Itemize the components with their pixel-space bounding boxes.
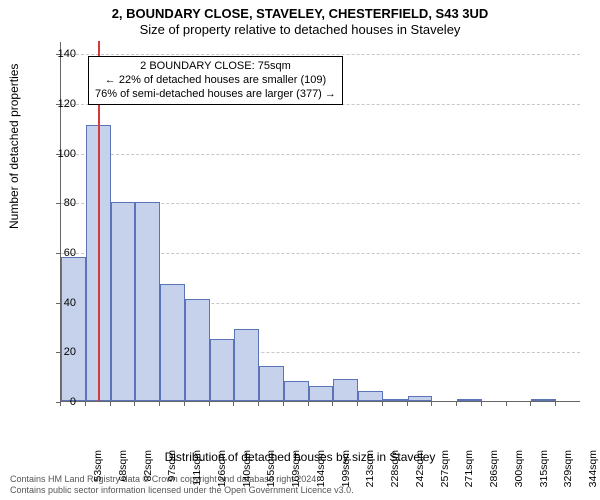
x-tick-mark: [431, 402, 432, 406]
footer-line-1: Contains HM Land Registry data © Crown c…: [10, 474, 354, 485]
annotation-line-3: 76% of semi-detached houses are larger (…: [95, 88, 336, 102]
x-tick-label: 329sqm: [562, 450, 574, 490]
x-tick-mark: [382, 402, 383, 406]
y-tick-label: 20: [46, 346, 76, 358]
x-tick-label: 140sqm: [241, 450, 253, 490]
y-tick-mark: [56, 54, 60, 55]
x-tick-label: 213sqm: [364, 450, 376, 490]
x-tick-mark: [85, 402, 86, 406]
x-tick-mark: [60, 402, 61, 406]
x-tick-label: 315sqm: [538, 450, 550, 490]
x-tick-mark: [159, 402, 160, 406]
annotation-line-2: ← 22% of detached houses are smaller (10…: [95, 74, 336, 88]
x-tick-mark: [555, 402, 556, 406]
histogram-bar: [383, 399, 408, 401]
x-tick-mark: [481, 402, 482, 406]
y-tick-label: 80: [46, 197, 76, 209]
y-tick-mark: [56, 303, 60, 304]
x-tick-label: 271sqm: [463, 450, 475, 490]
y-tick-mark: [56, 352, 60, 353]
chart-title: 2, BOUNDARY CLOSE, STAVELEY, CHESTERFIEL…: [0, 6, 600, 21]
y-tick-label: 100: [46, 148, 76, 160]
histogram-bar: [333, 379, 358, 401]
x-tick-mark: [233, 402, 234, 406]
y-tick-mark: [56, 203, 60, 204]
x-tick-mark: [506, 402, 507, 406]
x-tick-mark: [357, 402, 358, 406]
x-tick-mark: [456, 402, 457, 406]
annotation-line-1: 2 BOUNDARY CLOSE: 75sqm: [95, 60, 336, 74]
annotation-box: 2 BOUNDARY CLOSE: 75sqm ← 22% of detache…: [88, 56, 343, 105]
x-tick-mark: [258, 402, 259, 406]
x-tick-label: 184sqm: [315, 450, 327, 490]
x-tick-label: 68sqm: [117, 450, 129, 490]
histogram-bar: [135, 202, 160, 401]
gridline: [61, 154, 580, 155]
histogram-bar: [111, 202, 136, 401]
x-tick-mark: [308, 402, 309, 406]
y-tick-label: 120: [46, 98, 76, 110]
histogram-bar: [309, 386, 334, 401]
y-tick-mark: [56, 104, 60, 105]
histogram-bar: [210, 339, 235, 401]
x-tick-label: 286sqm: [488, 450, 500, 490]
histogram-bar: [160, 284, 185, 401]
x-tick-label: 300sqm: [513, 450, 525, 490]
x-tick-label: 242sqm: [414, 450, 426, 490]
histogram-bar: [358, 391, 383, 401]
x-tick-label: 97sqm: [166, 450, 178, 490]
x-tick-label: 126sqm: [216, 450, 228, 490]
x-tick-label: 169sqm: [290, 450, 302, 490]
x-tick-label: 155sqm: [265, 450, 277, 490]
histogram-bar: [408, 396, 433, 401]
chart-subtitle: Size of property relative to detached ho…: [0, 22, 600, 37]
x-tick-label: 228sqm: [389, 450, 401, 490]
y-tick-label: 140: [46, 48, 76, 60]
x-tick-label: 111sqm: [191, 450, 203, 490]
y-tick-label: 60: [46, 247, 76, 259]
histogram-bar: [457, 399, 482, 401]
y-tick-mark: [56, 253, 60, 254]
y-axis-label: Number of detached properties: [7, 64, 21, 229]
x-tick-mark: [184, 402, 185, 406]
histogram-bar: [234, 329, 259, 401]
histogram-bar: [185, 299, 210, 401]
histogram-bar: [531, 399, 556, 401]
x-tick-label: 344sqm: [587, 450, 599, 490]
histogram-bar: [284, 381, 309, 401]
x-tick-label: 82sqm: [142, 450, 154, 490]
footer-line-2: Contains public sector information licen…: [10, 485, 354, 496]
x-tick-mark: [332, 402, 333, 406]
x-tick-mark: [134, 402, 135, 406]
x-tick-mark: [110, 402, 111, 406]
y-tick-mark: [56, 154, 60, 155]
x-tick-mark: [283, 402, 284, 406]
x-tick-mark: [407, 402, 408, 406]
x-tick-label: 199sqm: [340, 450, 352, 490]
x-tick-mark: [209, 402, 210, 406]
histogram-bar: [61, 257, 86, 401]
x-tick-label: 257sqm: [439, 450, 451, 490]
x-tick-mark: [530, 402, 531, 406]
x-tick-label: 53sqm: [92, 450, 104, 490]
y-tick-label: 0: [46, 396, 76, 408]
footer: Contains HM Land Registry data © Crown c…: [10, 474, 354, 496]
histogram-bar: [259, 366, 284, 401]
y-tick-label: 40: [46, 297, 76, 309]
